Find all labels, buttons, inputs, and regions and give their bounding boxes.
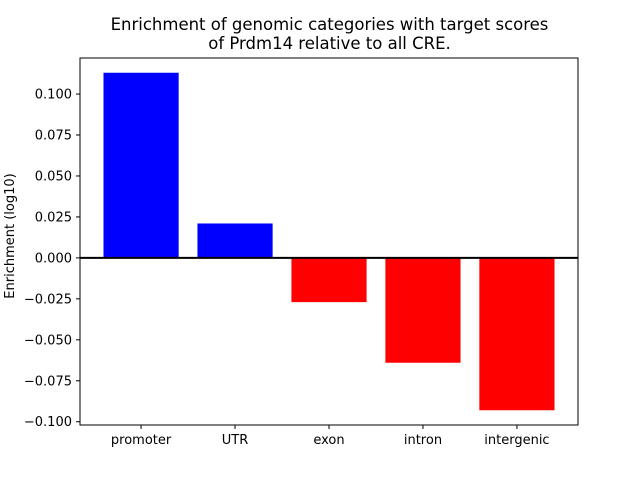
x-tick-label: UTR	[222, 433, 249, 448]
y-tick-label: 0.000	[35, 251, 72, 266]
y-tick-label: −0.025	[24, 292, 72, 307]
bar-promoter	[103, 72, 179, 258]
y-tick-label: 0.025	[35, 210, 72, 225]
y-tick-label: −0.050	[24, 333, 72, 348]
chart-title-line-1: Enrichment of genomic categories with ta…	[110, 15, 549, 34]
bar-exon	[291, 257, 367, 303]
y-tick-label: −0.100	[24, 415, 72, 430]
bar-UTR	[197, 223, 273, 258]
x-tick-label: intron	[404, 433, 442, 448]
x-tick-label: exon	[313, 433, 344, 448]
y-tick-label: 0.075	[35, 129, 72, 144]
bar-intron	[385, 257, 461, 363]
y-tick-label: 0.100	[35, 88, 72, 103]
x-tick-label: intergenic	[484, 433, 549, 448]
y-tick-label: −0.075	[24, 374, 72, 389]
chart-title-line-2: of Prdm14 relative to all CRE.	[208, 34, 451, 53]
chart-title: Enrichment of genomic categories with ta…	[81, 15, 578, 53]
x-tick-label: promoter	[111, 433, 172, 448]
bar-intergenic	[479, 257, 555, 411]
y-tick-label: 0.050	[35, 169, 72, 184]
